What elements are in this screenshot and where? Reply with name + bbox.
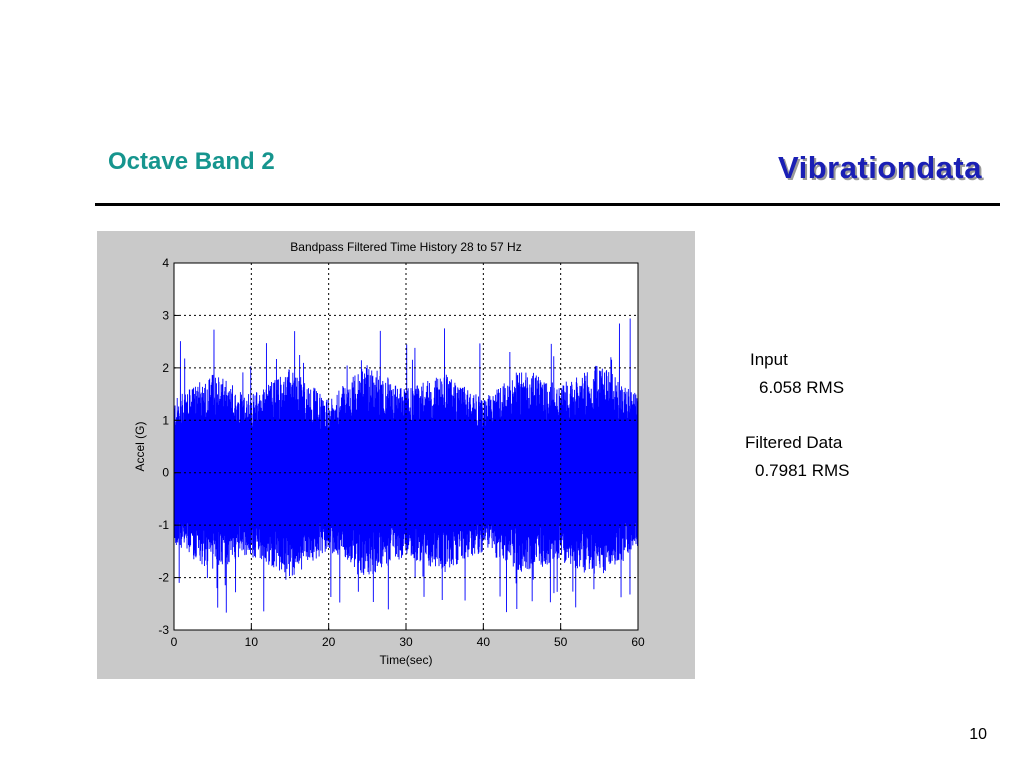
input-value: 6.058 RMS	[759, 378, 845, 397]
y-tick-label: 2	[162, 361, 169, 375]
input-label: Input	[750, 350, 788, 369]
filtered-label: Filtered Data	[745, 433, 843, 452]
x-axis-label: Time(sec)	[380, 653, 433, 667]
y-tick-label: 0	[162, 466, 169, 480]
page-number: 10	[969, 726, 987, 743]
x-tick-label: 30	[399, 635, 413, 649]
chart-figure: 0 10 20 30 40 50 60 -3 -2 -1 0 1 2 3 4 Bandpass Filtere…	[97, 231, 695, 679]
brand-logo: Vibrationdata	[777, 150, 982, 185]
y-tick-label: -3	[158, 623, 169, 637]
title-divider	[95, 203, 1000, 206]
y-tick-label: 3	[162, 308, 169, 322]
y-axis-label: Accel (G)	[133, 421, 147, 471]
y-tick-label: -2	[158, 571, 169, 585]
y-tick-label: 4	[162, 256, 169, 270]
chart-svg: 0 10 20 30 40 50 60 -3 -2 -1 0 1 2 3 4 Bandpass Filtere…	[133, 240, 645, 667]
x-tick-label: 20	[322, 635, 336, 649]
x-tick-label: 0	[171, 635, 178, 649]
x-tick-label: 50	[554, 635, 568, 649]
x-tick-label: 10	[245, 635, 259, 649]
chart-title: Bandpass Filtered Time History 28 to 57 …	[290, 240, 521, 254]
y-tick-label: -1	[158, 518, 169, 532]
rms-stats: Input 6.058 RMS Filtered Data 0.7981 RMS	[745, 346, 850, 485]
x-tick-label: 40	[477, 635, 491, 649]
filtered-value: 0.7981 RMS	[755, 461, 850, 480]
y-tick-label: 1	[162, 413, 169, 427]
x-tick-label: 60	[631, 635, 645, 649]
slide-title: Octave Band 2	[108, 148, 275, 175]
